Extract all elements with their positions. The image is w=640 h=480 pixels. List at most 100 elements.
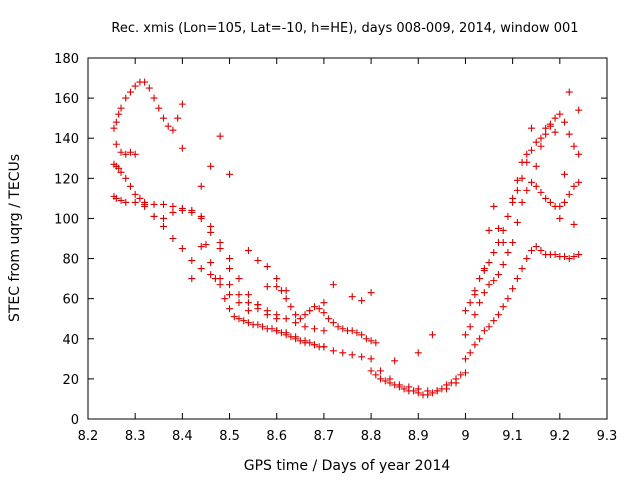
data-point [259, 323, 267, 331]
data-point [226, 170, 234, 178]
data-point [273, 283, 281, 291]
data-point [122, 198, 130, 206]
chart-title: Rec. xmis (Lon=105, Lat=-10, h=HE), days… [111, 21, 578, 36]
data-point [377, 367, 385, 375]
data-point [339, 349, 347, 357]
data-point [131, 190, 139, 198]
data-point [226, 281, 234, 289]
y-tick-label: 0 [71, 413, 79, 428]
data-point [499, 303, 507, 311]
data-point [169, 202, 177, 210]
data-point [301, 337, 309, 345]
data-point [523, 255, 531, 263]
data-point [565, 190, 573, 198]
data-point [537, 142, 545, 150]
data-point [310, 341, 318, 349]
data-point [471, 291, 479, 299]
data-point [570, 253, 578, 261]
data-point [386, 379, 394, 387]
data-point [570, 220, 578, 228]
data-point [471, 311, 479, 319]
data-point [575, 178, 583, 186]
data-point [159, 214, 167, 222]
data-point [122, 174, 130, 182]
data-point [461, 355, 469, 363]
data-point [126, 148, 134, 156]
data-point [494, 271, 502, 279]
data-point [410, 387, 418, 395]
data-point [518, 265, 526, 273]
data-point [565, 88, 573, 96]
data-point [523, 150, 531, 158]
data-point [292, 333, 300, 341]
data-point [244, 299, 252, 307]
data-point [509, 239, 517, 247]
data-point [301, 323, 309, 331]
data-point [329, 347, 337, 355]
data-point [367, 337, 375, 345]
data-point [551, 114, 559, 122]
data-point [240, 317, 248, 325]
data-point [188, 206, 196, 214]
data-point [537, 188, 545, 196]
data-point [320, 327, 328, 335]
data-point [457, 371, 465, 379]
data-point [556, 202, 564, 210]
data-point [325, 315, 333, 323]
x-tick-label: 8.8 [361, 429, 382, 444]
data-point [480, 265, 488, 273]
data-point [126, 88, 134, 96]
y-tick-label: 120 [54, 172, 79, 187]
x-tick-label: 9.3 [597, 429, 618, 444]
data-point [546, 198, 554, 206]
data-point [174, 114, 182, 122]
data-point [141, 198, 149, 206]
data-point [197, 212, 205, 220]
data-point [306, 307, 314, 315]
data-point [504, 212, 512, 220]
data-point [367, 367, 375, 375]
x-tick-label: 8.7 [314, 429, 335, 444]
data-point [141, 78, 149, 86]
y-tick-label: 80 [62, 253, 79, 268]
data-point [159, 114, 167, 122]
data-point [528, 247, 536, 255]
data-point [216, 239, 224, 247]
data-point [561, 253, 569, 261]
data-point [504, 295, 512, 303]
data-point [273, 275, 281, 283]
x-axis-label: GPS time / Days of year 2014 [244, 458, 451, 474]
data-point [353, 329, 361, 337]
data-point [480, 289, 488, 297]
data-point [504, 249, 512, 257]
data-point [358, 353, 366, 361]
data-point [112, 118, 120, 126]
x-tick-label: 8.2 [78, 429, 99, 444]
data-point [372, 339, 380, 347]
data-point [254, 301, 262, 309]
data-point [131, 82, 139, 90]
data-point [226, 291, 234, 299]
data-point [518, 198, 526, 206]
data-point [150, 212, 158, 220]
data-point [537, 134, 545, 142]
data-point [391, 357, 399, 365]
data-point [254, 321, 262, 329]
data-point [207, 162, 215, 170]
data-point [244, 247, 252, 255]
data-point [197, 182, 205, 190]
x-tick-label: 9.1 [502, 429, 523, 444]
data-point [452, 375, 460, 383]
data-point [485, 281, 493, 289]
data-point [367, 355, 375, 363]
data-point [438, 385, 446, 393]
data-point [221, 295, 229, 303]
data-point [150, 200, 158, 208]
data-point [268, 325, 276, 333]
data-point [476, 275, 484, 283]
data-point [490, 202, 498, 210]
data-point [115, 110, 123, 118]
data-point [381, 377, 389, 385]
data-point [292, 319, 300, 327]
